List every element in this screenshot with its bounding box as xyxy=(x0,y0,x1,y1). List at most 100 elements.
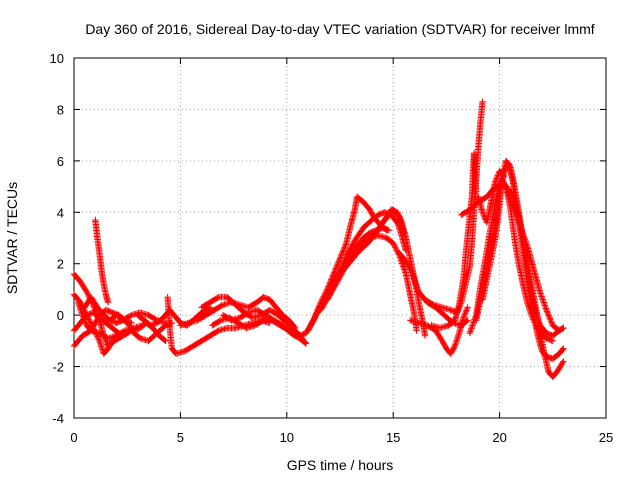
x-tick-label: 10 xyxy=(280,430,294,445)
marker-segment xyxy=(330,256,343,278)
y-tick-label: -4 xyxy=(52,411,64,426)
y-tick-label: 6 xyxy=(57,154,64,169)
marker-segment xyxy=(507,162,518,189)
marker-segment xyxy=(496,167,507,179)
track-20 xyxy=(377,206,408,237)
marker-segment xyxy=(536,288,550,312)
marker-segment xyxy=(102,319,115,331)
marker-point xyxy=(162,319,169,327)
y-tick-label: 2 xyxy=(57,257,64,272)
y-tick-label: 0 xyxy=(57,308,64,323)
marker-segment xyxy=(262,311,276,323)
marker-segment xyxy=(543,335,555,344)
marker-segment xyxy=(343,238,358,260)
marker-segment xyxy=(353,193,366,205)
marker-point xyxy=(413,327,420,334)
marker-point xyxy=(560,358,567,365)
marker-segment xyxy=(364,230,379,247)
marker-segment xyxy=(90,324,102,343)
marker-point xyxy=(479,98,486,105)
marker-segment xyxy=(168,345,179,356)
marker-segment xyxy=(343,223,354,247)
marker-segment xyxy=(471,167,480,194)
marker-segment xyxy=(202,307,217,319)
marker-segment xyxy=(211,302,225,314)
marker-segment xyxy=(198,299,213,311)
marker-segment xyxy=(517,224,530,248)
marker-segment xyxy=(360,230,372,242)
marker-segment xyxy=(287,329,302,341)
marker-segment xyxy=(421,296,436,308)
marker-segment xyxy=(270,317,285,328)
marker-segment xyxy=(209,317,223,329)
marker-segment xyxy=(317,287,330,306)
marker-segment xyxy=(349,241,364,257)
track-29 xyxy=(475,167,508,226)
marker-segment xyxy=(549,369,560,381)
marker-point xyxy=(400,229,408,237)
marker-segment xyxy=(553,359,566,375)
marker-segment xyxy=(528,281,539,310)
marker-segment xyxy=(70,333,85,350)
marker-segment xyxy=(383,234,396,246)
marker-segment xyxy=(360,198,373,212)
marker-segment xyxy=(153,315,166,327)
marker-segment xyxy=(390,206,402,220)
y-tick-label: 10 xyxy=(50,51,64,66)
marker-segment xyxy=(70,270,83,284)
marker-segment xyxy=(296,330,308,339)
marker-point xyxy=(500,173,508,180)
marker-segment xyxy=(462,233,471,260)
marker-segment xyxy=(275,311,289,326)
marker-segment xyxy=(415,299,426,325)
marker-segment xyxy=(198,305,213,316)
marker-segment xyxy=(347,207,358,229)
marker-segment xyxy=(541,350,552,374)
marker-segment xyxy=(117,314,130,326)
marker-point xyxy=(421,332,429,339)
marker-segment xyxy=(283,319,298,333)
marker-segment xyxy=(485,213,497,242)
marker-segment xyxy=(170,311,183,325)
marker-segment xyxy=(445,317,457,329)
track-12 xyxy=(198,293,310,347)
data-markers xyxy=(70,98,567,381)
track-24 xyxy=(428,149,480,332)
marker-segment xyxy=(377,215,390,229)
marker-segment xyxy=(87,293,100,310)
marker-segment xyxy=(524,242,537,271)
marker-segment xyxy=(360,217,375,231)
marker-segment xyxy=(149,324,162,338)
marker-point xyxy=(464,304,471,311)
marker-segment xyxy=(447,344,458,357)
marker-point xyxy=(302,340,310,347)
marker-segment xyxy=(113,311,123,321)
marker-segment xyxy=(155,332,168,344)
track-16 xyxy=(304,193,391,334)
marker-segment xyxy=(304,315,317,334)
marker-segment xyxy=(266,306,281,318)
marker-segment xyxy=(253,306,268,318)
marker-segment xyxy=(236,310,251,321)
x-tick-label: 5 xyxy=(177,430,184,445)
marker-segment xyxy=(530,311,541,338)
marker-segment xyxy=(451,303,462,324)
plot-frame xyxy=(73,57,607,419)
marker-segment xyxy=(549,351,562,363)
marker-segment xyxy=(273,304,285,318)
grid-lines xyxy=(74,58,606,418)
marker-segment xyxy=(336,241,349,262)
marker-segment xyxy=(479,267,492,303)
marker-point xyxy=(162,337,169,345)
marker-point xyxy=(560,345,567,352)
marker-segment xyxy=(543,306,556,328)
marker-segment xyxy=(232,301,247,315)
track-14 xyxy=(219,306,310,347)
marker-segment xyxy=(402,257,415,276)
marker-segment xyxy=(245,299,259,311)
marker-segment xyxy=(487,179,499,206)
track-5 xyxy=(70,291,127,357)
marker-segment xyxy=(266,296,279,310)
marker-segment xyxy=(338,259,353,275)
